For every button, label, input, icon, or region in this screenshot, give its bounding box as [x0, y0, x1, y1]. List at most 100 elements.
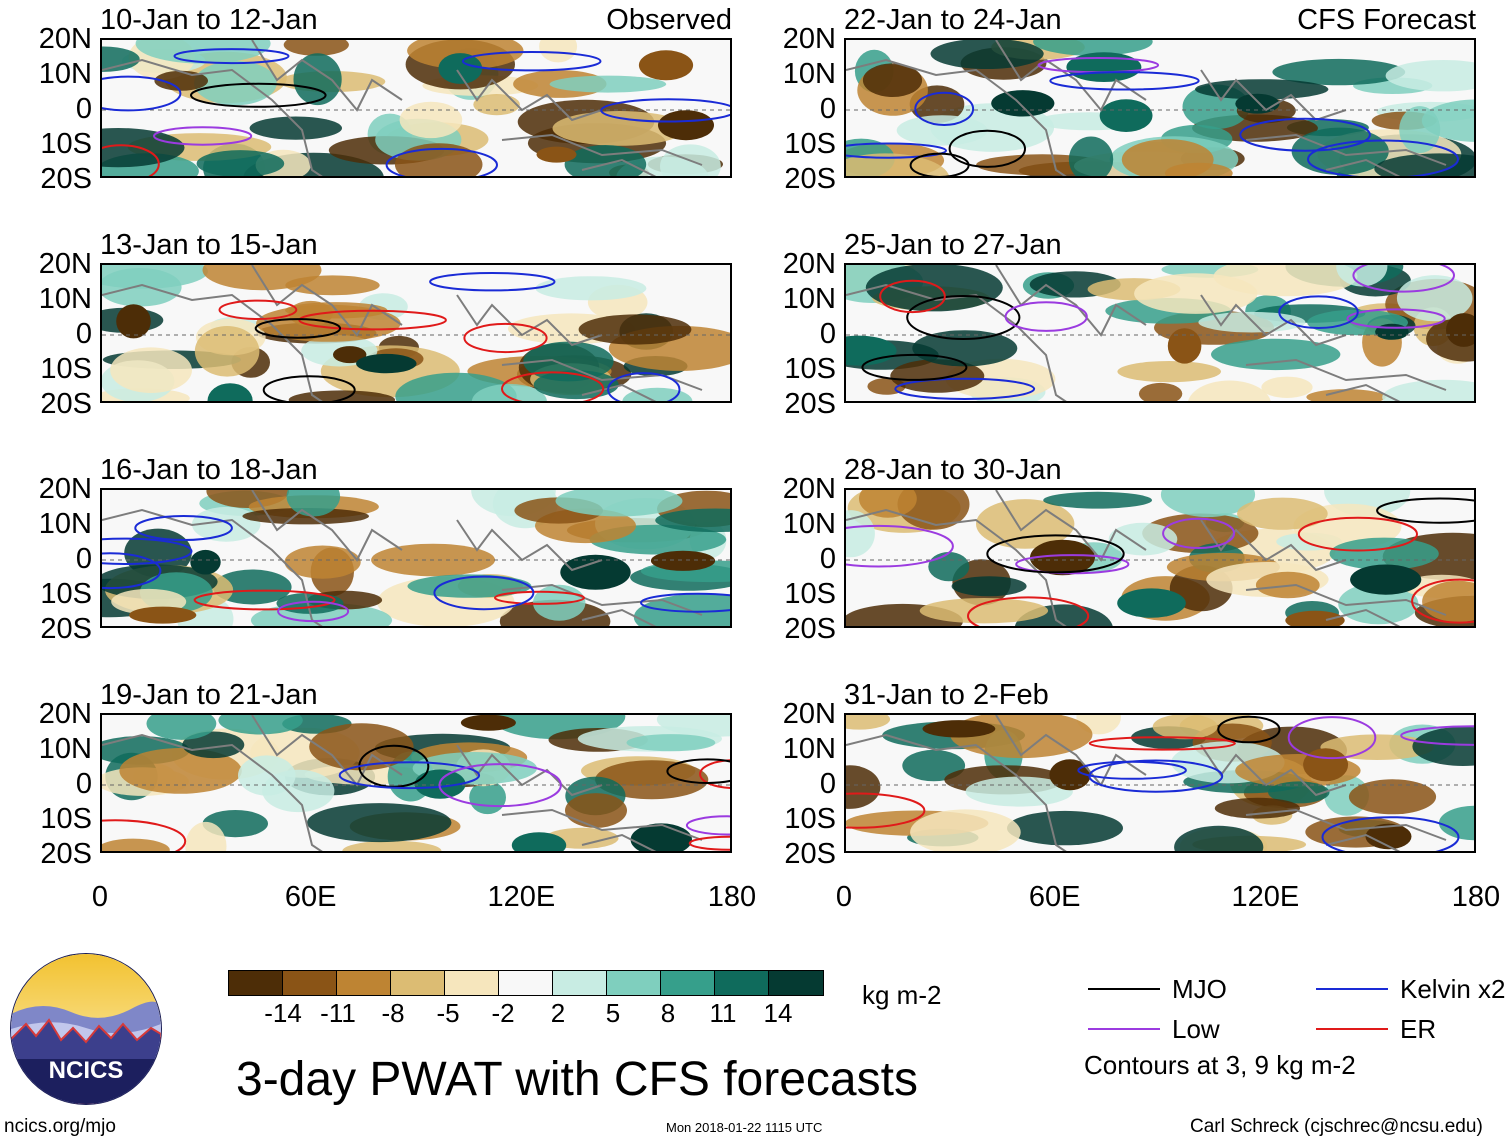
- wave-contour: [1297, 516, 1418, 552]
- colorbar-swatch: [283, 971, 337, 995]
- wave-contour: [894, 377, 1036, 401]
- pwat-anomaly-map: [102, 715, 730, 851]
- y-tick-label: 20S: [784, 838, 836, 870]
- column-label: CFS Forecast: [1297, 4, 1476, 36]
- panel-period-label: 13-Jan to 15-Jan: [100, 229, 318, 261]
- wave-contour: [699, 759, 730, 789]
- anomaly-region: [293, 53, 342, 106]
- wave-contour: [846, 142, 947, 159]
- anomaly-region: [928, 552, 970, 582]
- wave-contour: [1015, 554, 1130, 575]
- y-tick-label: 10N: [38, 508, 92, 540]
- anomaly-region: [919, 598, 1049, 624]
- y-tick-label: 10S: [784, 803, 836, 835]
- x-tick-label: 0: [91, 881, 109, 913]
- anomaly-region: [1134, 273, 1258, 314]
- anomaly-core: [460, 715, 516, 731]
- wave-contour: [338, 761, 481, 790]
- map-panel-25-jan-to-27-jan: [844, 263, 1476, 403]
- anomaly-region: [154, 70, 208, 91]
- panel-period-label: 31-Jan to 2-Feb: [844, 679, 1049, 711]
- anomaly-region: [182, 731, 245, 759]
- colorbar: [228, 970, 824, 996]
- pwat-anomaly-map: [846, 715, 1474, 851]
- legend-line: [1088, 1028, 1160, 1030]
- wave-contour: [173, 48, 290, 65]
- colorbar-swatch: [445, 971, 499, 995]
- anomaly-region: [473, 94, 520, 116]
- wave-contour: [1088, 759, 1224, 793]
- wave-contour: [1352, 265, 1455, 293]
- anomaly-region: [1214, 797, 1300, 819]
- anomaly-region: [212, 569, 292, 605]
- anomaly-region: [1382, 379, 1474, 401]
- anomaly-region: [896, 115, 988, 146]
- wave-contour: [461, 51, 602, 72]
- anomaly-region: [1412, 726, 1474, 766]
- anomaly-core: [129, 606, 197, 624]
- y-tick-label: 10S: [40, 803, 92, 835]
- site-link[interactable]: ncics.org/mjo: [4, 1116, 116, 1137]
- wave-contour: [688, 835, 730, 851]
- y-tick-label: 20S: [40, 388, 92, 420]
- anomaly-region: [633, 593, 730, 626]
- panel-period-label: 10-Jan to 12-Jan: [100, 4, 318, 36]
- wave-contour: [1217, 715, 1281, 744]
- colorbar-tick-label: -11: [320, 998, 356, 1028]
- y-tick-label: 20S: [784, 613, 836, 645]
- anomaly-region: [1164, 162, 1233, 176]
- wave-contour: [986, 534, 1125, 574]
- colorbar-swatch: [499, 971, 553, 995]
- wave-contour: [666, 758, 730, 784]
- anomaly-region: [565, 793, 627, 828]
- y-tick-label: 0: [75, 93, 92, 125]
- anomaly-region: [655, 508, 730, 533]
- wave-contour: [861, 353, 968, 381]
- colorbar-tick-label: -14: [264, 998, 302, 1028]
- anomaly-region: [1138, 382, 1183, 401]
- anomaly-core: [1117, 588, 1186, 618]
- colorbar-swatch: [661, 971, 715, 995]
- anomaly-region: [1374, 153, 1474, 176]
- anomaly-region: [865, 265, 1003, 312]
- wave-contour: [501, 371, 605, 401]
- wave-contour: [1239, 117, 1371, 152]
- anomaly-core: [1446, 313, 1474, 347]
- x-tick-label: 0: [835, 881, 853, 913]
- wave-contour: [1004, 301, 1088, 332]
- y-tick-label: 0: [819, 768, 836, 800]
- legend-label: MJO: [1172, 974, 1227, 1004]
- anomaly-core: [1350, 564, 1422, 595]
- wave-contour: [948, 129, 1027, 168]
- anomaly-region: [1261, 376, 1313, 398]
- anomaly-region: [1268, 781, 1330, 804]
- colorbar-tick-label: -2: [491, 998, 515, 1028]
- anomaly-region: [626, 734, 716, 752]
- x-tick-label: 60E: [1028, 881, 1081, 913]
- wave-contour: [1049, 71, 1200, 91]
- y-tick-label: 20N: [782, 473, 836, 505]
- anomaly-region: [1385, 60, 1474, 92]
- wave-contour: [1411, 578, 1474, 624]
- map-panel-22-jan-to-24-jan: [844, 38, 1476, 178]
- y-tick-label: 20S: [784, 163, 836, 195]
- colorbar-swatch: [229, 971, 283, 995]
- anomaly-region: [1108, 522, 1178, 556]
- wave-contour: [385, 147, 498, 176]
- anomaly-region: [284, 545, 361, 579]
- wave-contour: [600, 98, 730, 123]
- anomaly-core: [1365, 823, 1412, 850]
- anomaly-region: [242, 508, 369, 525]
- colorbar-swatch: [391, 971, 445, 995]
- anomaly-core: [638, 50, 694, 81]
- wave-contour: [429, 272, 556, 292]
- y-tick-label: 10S: [784, 128, 836, 160]
- legend-line: [1316, 1028, 1388, 1030]
- pwat-anomaly-map: [102, 265, 730, 401]
- anomaly-region: [965, 776, 1073, 807]
- anomaly-region: [283, 40, 349, 56]
- anomaly-region: [859, 490, 917, 518]
- anomaly-region: [1068, 136, 1114, 176]
- anomaly-core: [658, 110, 714, 141]
- wave-contour: [1346, 308, 1446, 329]
